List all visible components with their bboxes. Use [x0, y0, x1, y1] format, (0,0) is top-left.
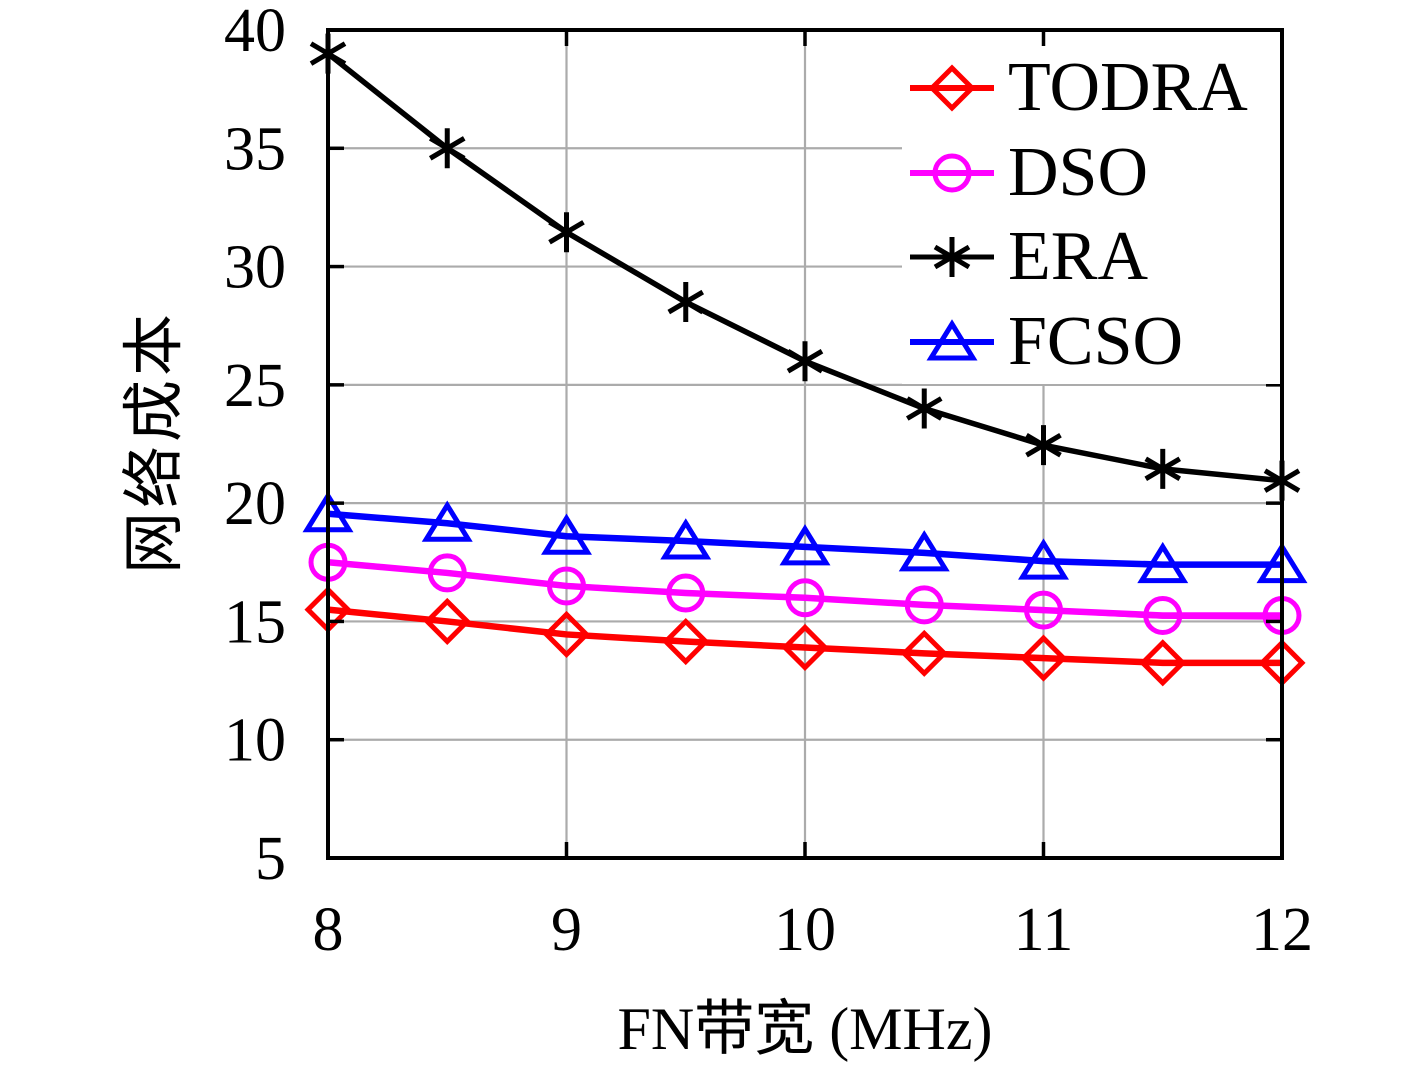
diamond-marker-icon [662, 618, 710, 666]
triangle-marker-icon [421, 500, 473, 542]
legend-item-ERA: ERA [902, 215, 1280, 299]
y-tick-label-5: 5 [255, 825, 286, 893]
x-tick-label-12: 12 [1251, 896, 1313, 964]
circle-marker-icon [904, 585, 944, 625]
y-tick-label-15: 15 [224, 588, 286, 656]
circle-marker-icon [547, 566, 586, 606]
circle-marker-icon [1024, 590, 1063, 630]
series-line-TODRA [327, 606, 1282, 667]
legend: TODRA DSO ERA FCSO [902, 46, 1280, 384]
legend-sample-FCSO [910, 319, 994, 361]
asterisk-marker-icon [1144, 448, 1182, 489]
diamond-marker-icon [781, 623, 829, 671]
y-tick-label-20: 20 [224, 470, 286, 538]
tick-labels: 8 9 10 11 12 5 10 15 20 25 30 35 40 [224, 0, 1313, 964]
triangle-marker-icon [926, 319, 978, 361]
asterisk-marker-icon [933, 237, 971, 278]
legend-label-ERA: ERA [1008, 218, 1148, 296]
x-tick-label-11: 11 [1014, 896, 1074, 964]
legend-item-TODRA: TODRA [902, 46, 1280, 130]
legend-label-FCSO: FCSO [1008, 302, 1184, 380]
circle-marker-icon [1143, 596, 1183, 636]
triangle-marker-icon [660, 518, 712, 560]
asterisk-marker-icon [905, 388, 943, 429]
series-line-DSO [327, 559, 1282, 619]
y-tick-label-30: 30 [224, 234, 286, 302]
circle-marker-icon [427, 553, 467, 593]
diamond-marker-icon [542, 610, 591, 658]
diamond-marker-icon [1019, 634, 1068, 682]
legend-sample-ERA [910, 237, 994, 278]
asterisk-marker-icon [786, 341, 824, 382]
y-tick-label-25: 25 [224, 352, 286, 420]
diamond-marker-icon [423, 597, 471, 645]
y-axis-label: 网络成本 [121, 309, 189, 575]
axes-box [326, 28, 1284, 860]
diamond-marker-icon [928, 64, 976, 112]
circle-marker-icon [932, 153, 972, 193]
circle-marker-icon [666, 573, 706, 613]
series-ERA [309, 33, 1301, 501]
x-tick-label-10: 10 [774, 896, 836, 964]
triangle-marker-icon [1018, 538, 1069, 580]
asterisk-marker-icon [1025, 425, 1062, 466]
series-FCSO [302, 491, 1308, 584]
series-TODRA [304, 586, 1306, 687]
triangle-marker-icon [779, 524, 831, 566]
x-tick-label-8: 8 [313, 896, 344, 964]
legend-label-DSO: DSO [1008, 133, 1149, 211]
x-tick-label-9: 9 [551, 896, 582, 964]
y-tick-label-35: 35 [224, 115, 286, 183]
circle-marker-icon [785, 578, 825, 618]
series-line-FCSO [327, 510, 1282, 568]
diamond-marker-icon [1139, 639, 1187, 687]
legend-sample-DSO [910, 153, 994, 193]
asterisk-marker-icon [667, 282, 705, 323]
triangle-marker-icon [1137, 541, 1189, 584]
diamond-marker-icon [900, 629, 948, 677]
asterisk-marker-icon [548, 212, 585, 253]
y-tick-label-40: 40 [224, 0, 286, 65]
triangle-marker-icon [898, 530, 950, 572]
legend-item-DSO: DSO [902, 131, 1280, 215]
legend-item-FCSO: FCSO [902, 300, 1280, 384]
x-axis-label: FN带宽 (MHz) [617, 996, 993, 1062]
asterisk-marker-icon [428, 128, 466, 169]
triangle-marker-icon [541, 513, 592, 555]
legend-sample-TODRA [910, 64, 994, 112]
legend-label-TODRA: TODRA [1008, 49, 1248, 126]
y-tick-label-10: 10 [224, 707, 286, 775]
